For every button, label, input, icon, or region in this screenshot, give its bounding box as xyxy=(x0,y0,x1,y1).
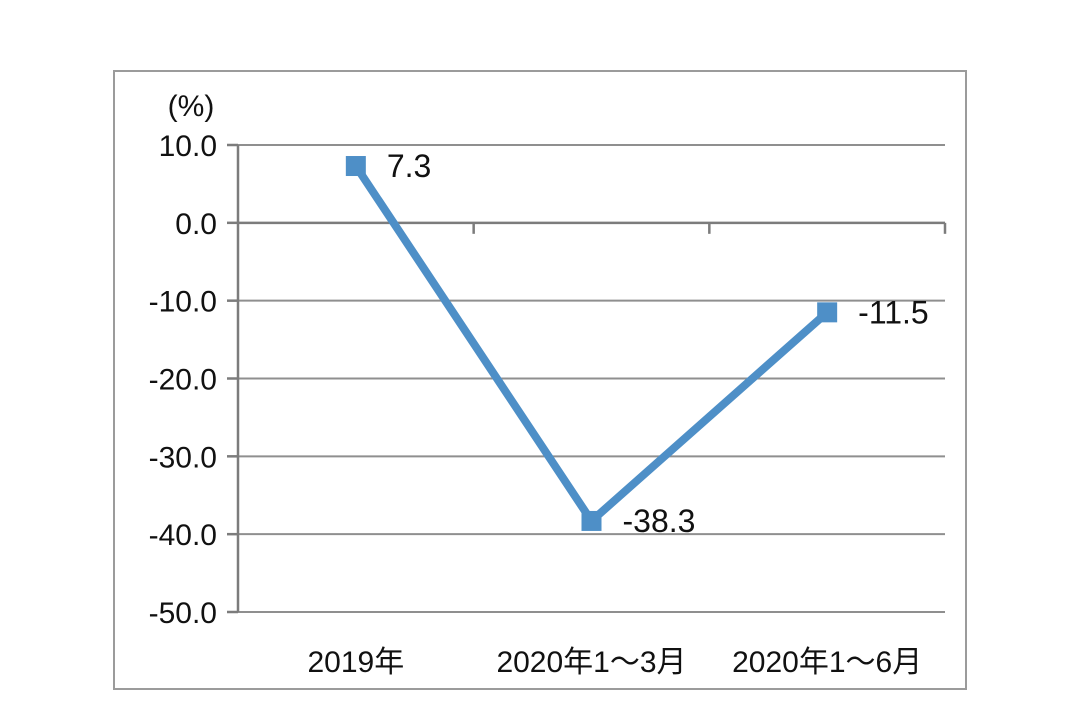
y-tick-label: -10.0 xyxy=(149,286,217,319)
line-chart-plot: 10.0 0.0 -10.0 -20.0 -30.0 -40.0 -50.0 7.3 -38.3… xyxy=(149,130,947,679)
data-point-marker xyxy=(817,302,838,323)
x-category-label: 2020年1～6月 xyxy=(732,646,922,679)
y-tick-label: 10.0 xyxy=(159,130,217,163)
x-category-label: 2019年 xyxy=(307,646,404,679)
data-label: -11.5 xyxy=(858,294,929,330)
series-line xyxy=(352,163,830,527)
chart-frame: 10.0 0.0 -10.0 -20.0 -30.0 -40.0 -50.0 7.3 -38.3… xyxy=(113,70,967,690)
y-tick-label: -40.0 xyxy=(149,519,217,552)
y-tick-label: -50.0 xyxy=(149,597,217,630)
y-tick-label: -30.0 xyxy=(149,441,217,474)
data-label: -38.3 xyxy=(623,503,696,539)
data-point-marker xyxy=(345,156,366,177)
data-label: 7.3 xyxy=(387,148,431,184)
y-tick-label: 0.0 xyxy=(175,208,217,241)
x-category-label: 2020年1～3月 xyxy=(496,646,686,679)
y-tick-label: -20.0 xyxy=(149,364,217,397)
data-point-marker xyxy=(581,510,602,531)
y-axis-unit-label: (%) xyxy=(167,90,215,123)
